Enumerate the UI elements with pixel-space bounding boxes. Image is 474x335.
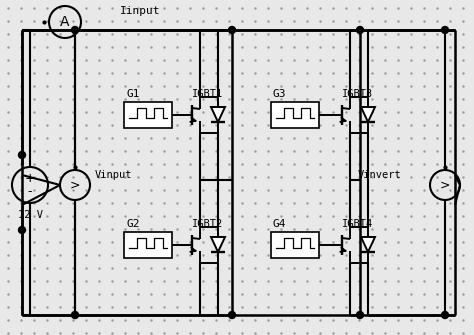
Text: A: A <box>60 15 70 29</box>
Text: IGBT2: IGBT2 <box>192 219 223 229</box>
Text: >: > <box>440 179 450 192</box>
Circle shape <box>228 312 236 319</box>
Text: G2: G2 <box>126 219 139 229</box>
Circle shape <box>441 312 448 319</box>
Polygon shape <box>211 107 225 122</box>
Text: G3: G3 <box>273 89 286 99</box>
Text: Iinput: Iinput <box>120 6 161 16</box>
Text: IGBT4: IGBT4 <box>342 219 373 229</box>
Text: Vinvert: Vinvert <box>358 170 402 180</box>
Text: IGBT1: IGBT1 <box>192 89 223 99</box>
Circle shape <box>72 312 79 319</box>
Circle shape <box>441 26 448 34</box>
Text: IGBT3: IGBT3 <box>342 89 373 99</box>
Bar <box>124 102 172 128</box>
Text: >: > <box>70 179 80 192</box>
Circle shape <box>228 26 236 34</box>
Text: G1: G1 <box>126 89 139 99</box>
Text: +: + <box>25 172 35 185</box>
Circle shape <box>72 26 79 34</box>
Polygon shape <box>361 237 375 252</box>
Text: Vinput: Vinput <box>95 170 133 180</box>
Text: -: - <box>28 186 32 199</box>
Bar <box>124 232 172 258</box>
Polygon shape <box>361 107 375 122</box>
Text: 12 V: 12 V <box>18 210 43 220</box>
Polygon shape <box>211 237 225 252</box>
Bar <box>271 102 319 128</box>
Circle shape <box>356 26 364 34</box>
Circle shape <box>18 226 26 233</box>
Circle shape <box>18 151 26 158</box>
Text: G4: G4 <box>273 219 286 229</box>
Circle shape <box>356 312 364 319</box>
Bar <box>271 232 319 258</box>
